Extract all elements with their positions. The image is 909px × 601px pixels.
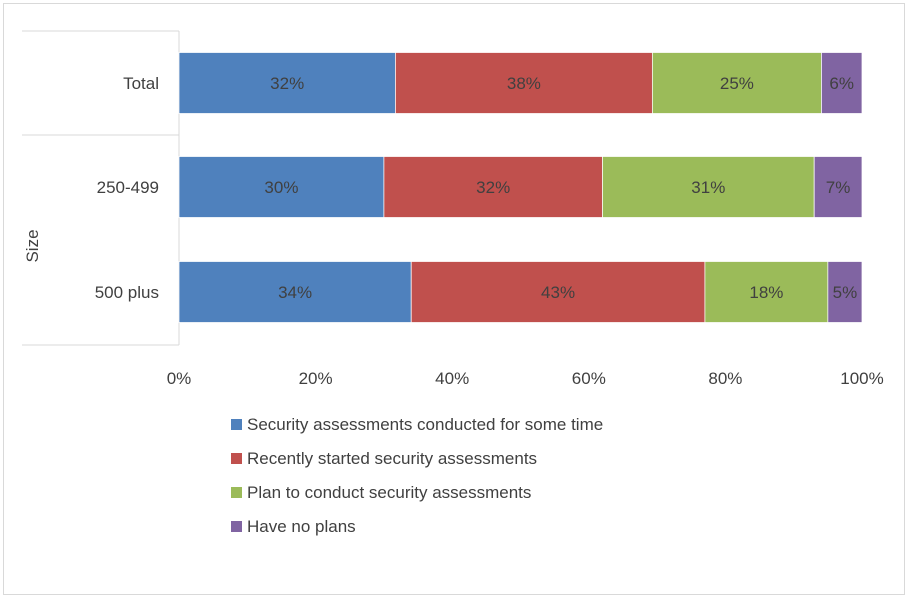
legend: Security assessments conducted for some … [231,415,603,536]
bar-segment [821,52,863,114]
stacked-bar-chart: 32% 38% 25% 6% 30% 32% 31% 7% 34% 43% 18% 5% Total 2… [22,30,884,536]
bar-segment [178,261,412,323]
bar-segment [410,261,706,323]
x-tick-label: 0% [167,369,192,388]
chart-frame: 32% 38% 25% 6% 30% 32% 31% 7% 34% 43% 18% 5% Total 2… [3,3,905,595]
data-label: 32% [270,74,304,93]
legend-label: Security assessments conducted for some … [247,415,603,434]
bar-segment [178,156,385,218]
bar-segment [178,52,396,114]
data-label: 6% [829,74,854,93]
category-label: Total [123,74,159,93]
legend-item: Security assessments conducted for some … [231,415,603,434]
x-tick-label: 40% [435,369,469,388]
legend-item: Plan to conduct security assessments [231,483,531,502]
legend-item: Have no plans [231,517,356,536]
data-label: 18% [749,283,783,302]
y-axis-title: Size [23,229,42,262]
x-tick-label: 20% [299,369,333,388]
legend-label: Have no plans [247,517,356,536]
bar-segment [602,156,815,218]
data-label: 25% [720,74,754,93]
data-label: 43% [541,283,575,302]
bar-segment [704,261,829,323]
legend-swatch [231,453,242,464]
data-label: 38% [507,74,541,93]
bar-segment [827,261,863,323]
bar-segment [395,52,653,114]
bar-segment [651,52,822,114]
data-label: 30% [264,178,298,197]
legend-swatch [231,419,242,430]
x-tick-label: 100% [840,369,883,388]
x-tick-labels: 0% 20% 40% 60% 80% 100% [167,369,884,388]
data-label: 7% [826,178,851,197]
legend-swatch [231,487,242,498]
x-tick-label: 60% [572,369,606,388]
legend-label: Plan to conduct security assessments [247,483,531,502]
category-labels: Total 250-499 500 plus [95,74,159,302]
x-tick-label: 80% [708,369,742,388]
bar-segment [383,156,603,218]
data-label: 34% [278,283,312,302]
data-label: 32% [476,178,510,197]
data-label: 5% [833,283,858,302]
category-label: 250-499 [97,178,159,197]
data-label: 31% [691,178,725,197]
bar-segment [813,156,863,218]
legend-swatch [231,521,242,532]
legend-item: Recently started security assessments [231,449,537,468]
legend-label: Recently started security assessments [247,449,537,468]
bars: 32% 38% 25% 6% 30% 32% 31% 7% 34% 43% 18% 5% [178,52,863,323]
category-label: 500 plus [95,283,159,302]
